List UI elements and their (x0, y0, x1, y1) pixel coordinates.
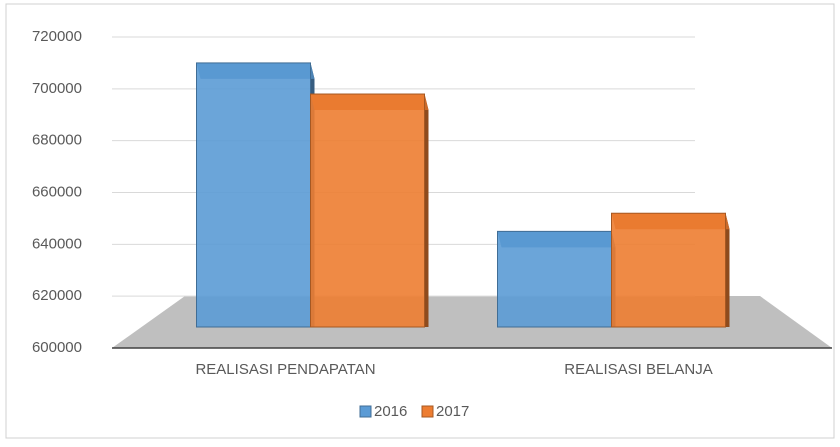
y-tick-label: 640000 (32, 235, 82, 252)
legend-swatch (359, 405, 372, 418)
bar-side (725, 213, 730, 327)
bar (196, 62, 311, 328)
legend-swatch (421, 405, 434, 418)
bar-side (424, 94, 429, 328)
bar (497, 230, 612, 328)
x-tick-label: REALISASI BELANJA (564, 361, 712, 378)
legend-label: 2017 (436, 403, 469, 420)
bar (611, 212, 726, 328)
y-tick-label: 620000 (32, 287, 82, 304)
y-tick-label: 660000 (32, 183, 82, 200)
y-tick-label: 680000 (32, 132, 82, 149)
bar (310, 93, 425, 328)
y-tick-label: 600000 (32, 339, 82, 356)
y-tick-label: 720000 (32, 28, 82, 45)
y-tick-label: 700000 (32, 80, 82, 97)
legend-label: 2016 (374, 403, 407, 420)
x-tick-label: REALISASI PENDAPATAN (195, 361, 375, 378)
